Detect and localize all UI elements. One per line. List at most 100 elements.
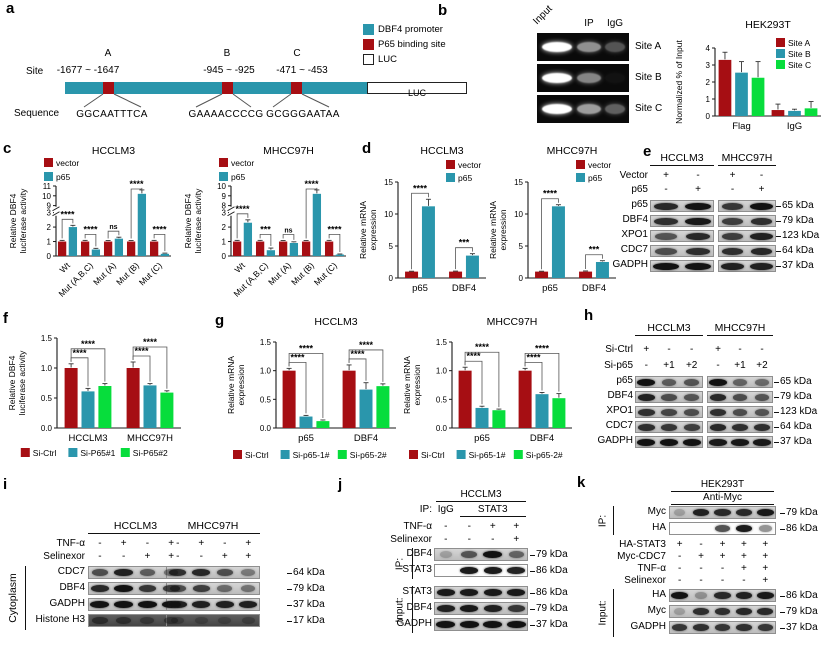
row-label: TNF-α	[637, 563, 666, 574]
bar-vector	[57, 241, 67, 256]
condition-symbol: +	[698, 551, 705, 562]
sig-bracket	[541, 198, 559, 270]
sig-bracket	[348, 349, 384, 382]
protein-band	[735, 525, 753, 532]
y-tick-label: 8	[222, 202, 227, 211]
legend-swatch-vector	[446, 160, 455, 169]
condition-symbol: -	[667, 344, 671, 355]
x-cat-label: DBF4	[582, 283, 606, 294]
legend-label: vector	[588, 160, 611, 170]
sig-bracket	[130, 187, 143, 239]
legend-label: Si-p65-2#	[526, 450, 563, 460]
protein-band	[709, 438, 727, 446]
sig-label: ****	[73, 348, 88, 358]
kda-dash	[780, 627, 785, 629]
blot-strip	[434, 602, 528, 615]
bar-vector	[103, 241, 113, 256]
row-label: p65	[631, 184, 648, 195]
condition-symbol: -	[145, 538, 150, 549]
row-label: Selinexor	[43, 551, 85, 562]
y-axis-label: Relative mRNA	[226, 356, 236, 414]
bar-Si-Ctrl	[518, 370, 532, 428]
sig-label: ****	[83, 224, 98, 234]
axis-break-gap	[229, 206, 233, 216]
sig-bracket	[282, 234, 295, 240]
y-axis-label: Relative DBF4	[7, 355, 17, 410]
y-tick-label: 0.5	[41, 394, 53, 403]
condition-symbol: -	[678, 563, 682, 574]
luc-box: LUC	[367, 82, 467, 98]
bar-p65	[243, 222, 253, 256]
condition-symbol: -	[199, 551, 203, 562]
protein-band	[709, 378, 727, 386]
kda-label: 86 kDa	[786, 522, 818, 534]
axis-break-mark	[52, 206, 60, 212]
sig-label: ****	[543, 189, 558, 199]
panel-e-letter: e	[643, 143, 652, 160]
x-cat-label: Wt	[232, 260, 247, 275]
row-label: Si-p65	[604, 360, 633, 371]
protein-band	[216, 569, 233, 576]
bar-Si-P65#1	[81, 391, 95, 428]
bar-Site B	[735, 72, 748, 116]
condition-symbol: +	[120, 538, 127, 549]
site-a-letter: A	[104, 48, 112, 59]
sig-bracket	[585, 254, 603, 269]
condition-symbol: -	[176, 538, 180, 549]
bar-vector	[80, 241, 90, 256]
side-bracket-label: Cytoplasm	[7, 573, 19, 623]
bar-p65	[551, 206, 565, 278]
protein-band	[483, 589, 502, 596]
bar-p65	[335, 254, 345, 256]
protein-band	[671, 624, 688, 631]
legend-swatch-vector	[44, 158, 53, 167]
protein-band	[721, 202, 743, 210]
kda-dash	[530, 624, 535, 626]
y-axis-label: Normalized % of Input	[674, 40, 684, 124]
kda-label: 64 kDa	[293, 566, 325, 578]
protein-band	[756, 509, 774, 516]
protein-band	[661, 378, 677, 386]
sig-label: ****	[235, 204, 250, 214]
sig-label: ****	[152, 224, 167, 234]
protein-band	[735, 509, 752, 516]
row-label: Selinexor	[390, 534, 432, 545]
row-label: DBF4	[406, 601, 432, 613]
protein-band	[714, 592, 731, 599]
protein-band	[685, 202, 711, 210]
protein-band	[659, 438, 679, 446]
y-axis-label: luciferase activity	[18, 188, 28, 253]
protein-band	[483, 621, 503, 628]
kda-label: 37 kDa	[780, 436, 812, 447]
protein-band	[637, 423, 655, 431]
condition-symbol: +	[513, 521, 520, 532]
y-tick-label: 0	[389, 274, 394, 283]
protein-band	[709, 393, 727, 401]
x-cat-label: Wt	[57, 260, 72, 275]
condition-symbol: -	[121, 551, 126, 562]
blot-strip	[434, 618, 528, 631]
condition-symbol: +	[168, 551, 175, 562]
protein-band	[735, 592, 753, 599]
site-a-sequence: GGCAATTTCA	[76, 109, 148, 120]
y-tick-label: 10	[217, 182, 226, 191]
bar-Si-p65-2#	[492, 410, 506, 428]
cell-line-header: MHCC97H	[714, 322, 766, 334]
header-underline	[166, 533, 260, 534]
y-tick-label: 3	[47, 209, 52, 218]
protein-band	[685, 262, 711, 270]
kda-label: 79 kDa	[536, 602, 568, 614]
legend-label: Si-p65-1#	[469, 450, 506, 460]
gel-row-label: Site A	[635, 41, 662, 52]
condition-symbol: -	[678, 551, 682, 562]
span-header: STAT3	[477, 504, 508, 515]
bar-Site A	[771, 110, 785, 116]
sig-label: ****	[475, 342, 490, 352]
kda-dash	[776, 251, 781, 252]
row-label: Si-Ctrl	[605, 344, 633, 355]
y-tick-label: 10	[514, 210, 523, 219]
sig-label: ****	[413, 183, 428, 193]
kda-label: 79 kDa	[536, 548, 568, 560]
condition-symbol: -	[644, 360, 648, 371]
